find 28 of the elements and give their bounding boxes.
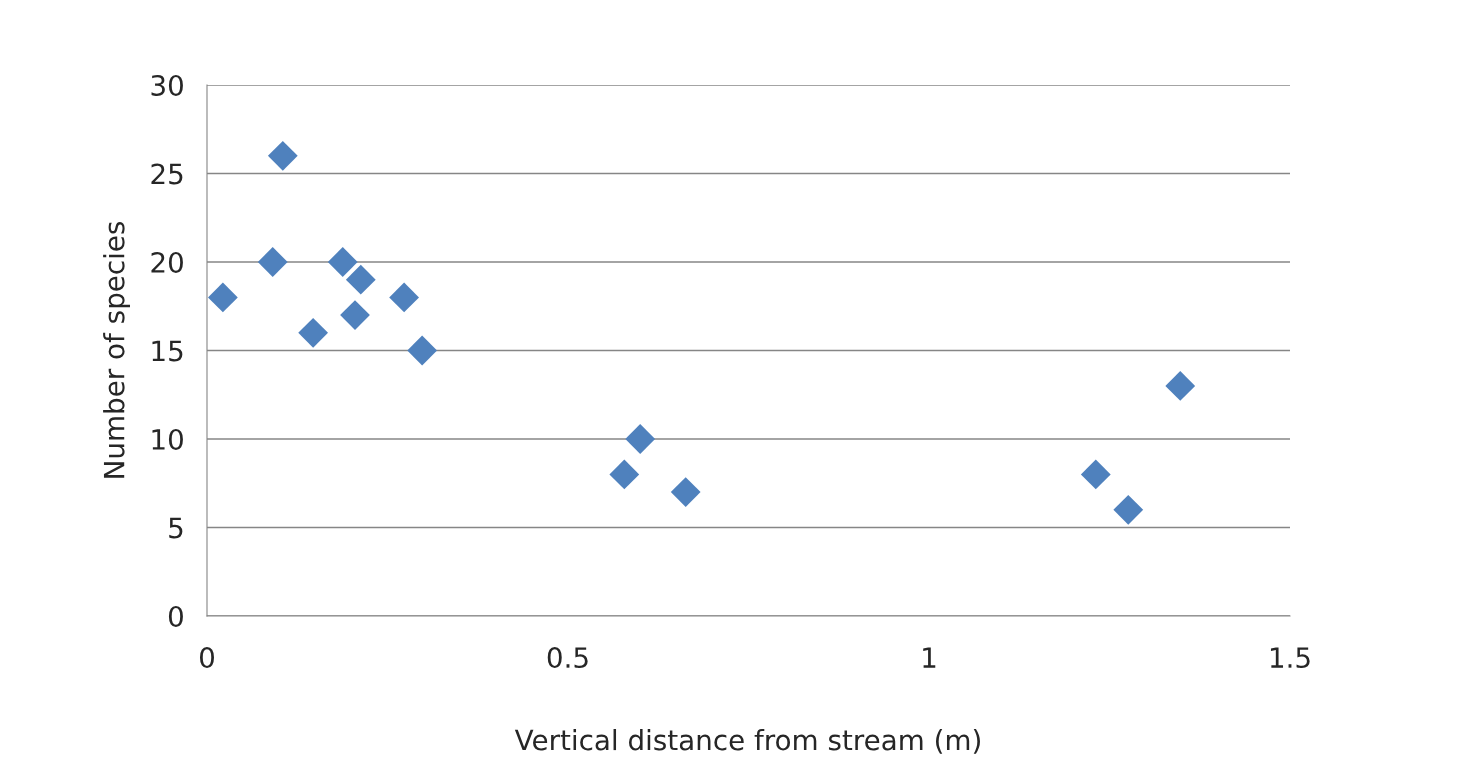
- x-tick-label: 0.5: [547, 647, 588, 669]
- y-tick-label: 0: [168, 605, 183, 627]
- point: [609, 459, 640, 490]
- y-tick-label: 30: [151, 74, 183, 96]
- point: [327, 247, 358, 277]
- y-tick-label: 15: [152, 340, 183, 362]
- point: [207, 282, 238, 313]
- y-tick-label: 10: [152, 428, 183, 450]
- point: [389, 282, 419, 313]
- x-tick-label: 1.5: [1270, 647, 1310, 669]
- x-axis-title: Vertical distance from stream (m): [514, 728, 980, 754]
- point: [625, 424, 656, 454]
- point: [340, 300, 370, 330]
- point: [1165, 371, 1196, 401]
- point: [345, 264, 376, 295]
- x-tick-label: 1: [923, 647, 936, 668]
- x-tick-label: 0: [199, 647, 214, 669]
- point: [298, 317, 329, 348]
- point: [267, 140, 298, 171]
- point: [257, 247, 288, 277]
- point: [670, 477, 701, 507]
- y-tick-label: 5: [169, 517, 183, 539]
- y-tick-label: 25: [151, 163, 183, 185]
- y-axis-title: Number of species: [103, 221, 130, 478]
- point: [1113, 494, 1144, 525]
- point: [1080, 459, 1111, 490]
- y-tick-label: 20: [151, 251, 183, 273]
- point: [407, 335, 438, 366]
